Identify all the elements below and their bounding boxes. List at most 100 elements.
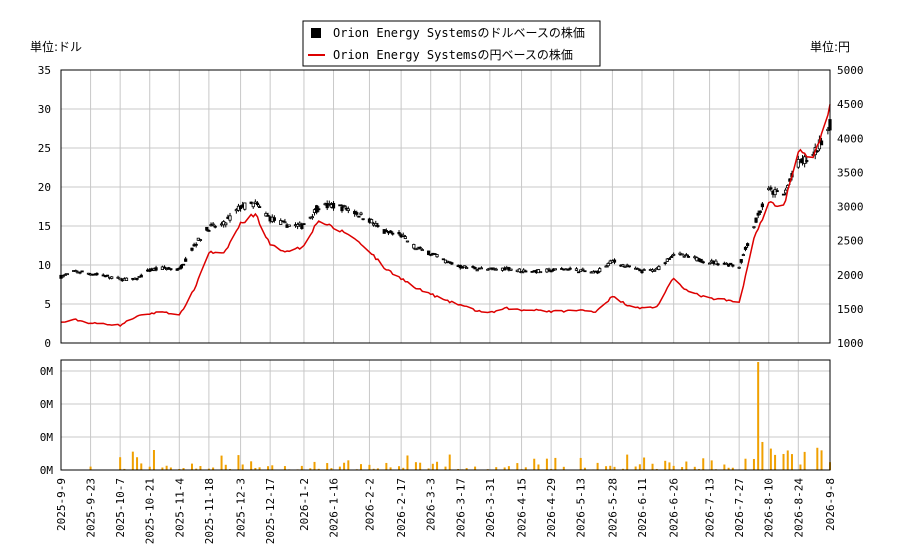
candle-body xyxy=(317,208,321,211)
candle-body xyxy=(781,193,786,196)
candle-body xyxy=(579,269,583,272)
left-tick-label: 0 xyxy=(44,337,51,350)
candle-body xyxy=(80,270,84,273)
volume-bar xyxy=(507,466,510,470)
right-tick-label: 2000 xyxy=(837,269,864,282)
volume-bar xyxy=(161,467,164,470)
right-tick-label: 4000 xyxy=(837,132,864,145)
right-tick-label: 1500 xyxy=(837,303,864,316)
candle-body xyxy=(264,213,268,217)
volume-bar xyxy=(533,458,536,470)
volume-bar xyxy=(140,463,143,470)
x-tick-label: 2026-6-26 xyxy=(668,478,681,538)
volume-bar xyxy=(757,362,760,470)
volume-bar xyxy=(131,451,134,470)
volume-bar xyxy=(431,463,434,470)
volume-tick-label: 0M xyxy=(40,464,54,477)
volume-bar xyxy=(609,465,612,470)
candle-body xyxy=(623,265,627,268)
candle-body xyxy=(165,268,169,270)
candle-body xyxy=(213,225,217,228)
candle-body xyxy=(596,271,600,274)
candle-body xyxy=(207,230,211,232)
left-tick-label: 35 xyxy=(38,64,51,77)
candle-body xyxy=(756,212,760,216)
volume-bar xyxy=(402,467,405,470)
candle-body xyxy=(714,260,718,265)
candle-body xyxy=(667,258,672,260)
x-tick-label: 2026-4-29 xyxy=(545,478,558,538)
legend-usd-swatch xyxy=(311,28,321,38)
volume-bar xyxy=(283,466,286,470)
candle-body xyxy=(105,274,110,277)
candle-body xyxy=(503,267,507,271)
volume-bar xyxy=(702,458,705,470)
volume-bar xyxy=(190,463,193,470)
candle-body xyxy=(475,269,479,272)
volume-bar xyxy=(596,462,599,470)
x-tick-label: 2026-8-10 xyxy=(763,478,776,538)
volume-bar xyxy=(199,466,202,470)
right-tick-label: 3500 xyxy=(837,166,864,179)
candle-body xyxy=(627,265,631,268)
candle-body xyxy=(701,261,705,264)
x-tick-label: 2026-1-16 xyxy=(328,478,341,538)
volume-bar xyxy=(681,467,684,470)
volume-bar xyxy=(427,468,430,470)
candle-body xyxy=(184,258,188,262)
candle-body xyxy=(251,202,255,208)
left-tick-label: 15 xyxy=(38,220,51,233)
candle-body xyxy=(426,250,431,256)
candle-body xyxy=(657,266,661,270)
volume-bar xyxy=(790,454,793,470)
volume-bar xyxy=(313,461,316,470)
right-tick-label: 4500 xyxy=(837,98,864,111)
candle-body xyxy=(181,263,186,266)
volume-bar xyxy=(347,460,350,470)
left-tick-label: 25 xyxy=(38,142,51,155)
volume-bar xyxy=(550,468,553,470)
volume-bar xyxy=(195,468,198,470)
volume-bar xyxy=(267,466,270,470)
candle-body xyxy=(731,264,735,267)
volume-bar xyxy=(605,466,608,470)
candle-body xyxy=(450,262,454,265)
candle-body xyxy=(391,232,395,235)
volume-bar xyxy=(727,467,730,470)
candle-body xyxy=(429,253,433,256)
volume-bar xyxy=(668,462,671,470)
candle-body xyxy=(669,256,674,258)
candle-body xyxy=(283,221,287,224)
candle-body xyxy=(154,267,158,271)
candle-body xyxy=(494,268,498,271)
volume-bar xyxy=(317,468,320,470)
candle-body xyxy=(479,267,484,270)
candle-body xyxy=(357,215,361,218)
volume-bar xyxy=(406,455,409,470)
candle-body xyxy=(346,208,350,211)
candle-body xyxy=(139,274,143,278)
x-tick-label: 2026-4-15 xyxy=(516,478,529,538)
candle-body xyxy=(547,268,551,271)
volume-bar xyxy=(554,457,557,470)
x-tick-label: 2026-2-17 xyxy=(395,478,408,538)
candle-body xyxy=(805,160,809,162)
candle-body xyxy=(374,223,378,226)
candle-body xyxy=(758,210,762,213)
candle-body xyxy=(621,264,625,267)
volume-bar xyxy=(448,454,451,470)
volume-bar xyxy=(769,448,772,470)
candle-body xyxy=(179,264,184,269)
x-tick-label: 2025-11-4 xyxy=(173,478,186,538)
volume-bar xyxy=(626,454,629,470)
candle-body xyxy=(403,236,407,239)
candle-body xyxy=(224,222,228,226)
x-tick-label: 2026-1-2 xyxy=(298,478,311,531)
candle-body xyxy=(361,218,365,221)
axis-labels: 0 5 10 15 20 25 30 35 1000 1500 2000 2500 3000 3500 40… xyxy=(38,64,864,544)
volume-bar xyxy=(241,464,244,470)
right-tick-label: 5000 xyxy=(837,64,864,77)
candle-body xyxy=(175,268,179,271)
volume-bar xyxy=(368,464,371,470)
volume-bar xyxy=(799,464,802,470)
